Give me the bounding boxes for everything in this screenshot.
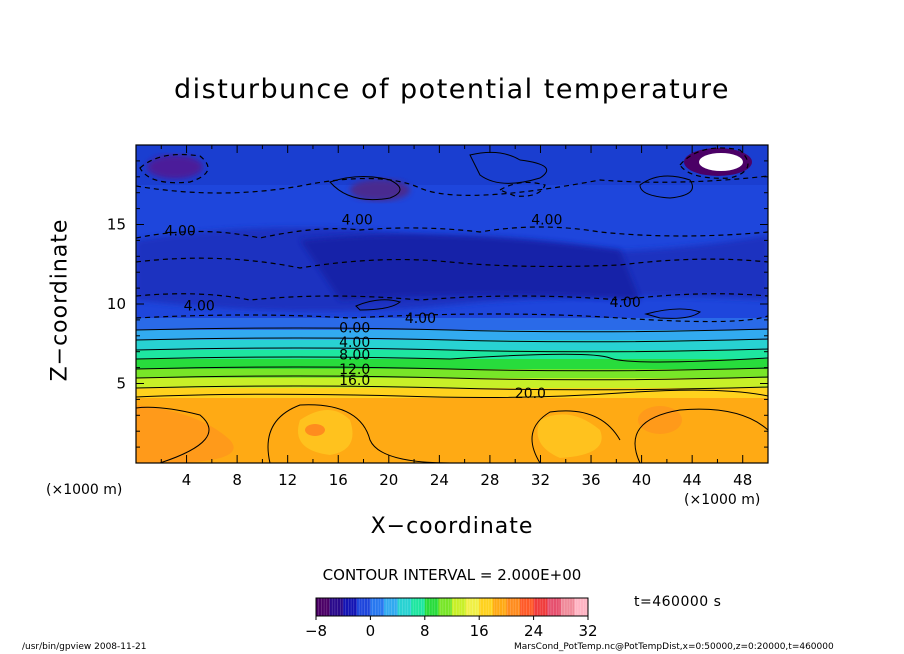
x-tick-label: 16 <box>329 471 348 489</box>
colorbar-segment <box>356 598 371 616</box>
footer-program-date: /usr/bin/gpview 2008-11-21 <box>22 642 147 652</box>
colorbar-segment <box>547 598 562 616</box>
contour-label: 8.00 <box>339 348 370 364</box>
colorbar-segment <box>560 598 575 616</box>
contour-label: 4.00 <box>531 213 562 229</box>
colorbar-segment <box>506 598 521 616</box>
x-tick-label: 40 <box>632 471 651 489</box>
colorbar-segment <box>438 598 453 616</box>
colorbar-segment <box>384 598 399 616</box>
x-tick-label: 48 <box>733 471 752 489</box>
colorbar-segment <box>370 598 385 616</box>
colorbar-tick-label: 16 <box>470 622 489 640</box>
y-tick-label: 10 <box>107 295 126 313</box>
x-tick-label: 32 <box>531 471 550 489</box>
contour-label: 4.00 <box>184 298 215 314</box>
x-tick-label: 12 <box>278 471 297 489</box>
footer-file-info: MarsCond_PotTemp.nc@PotTempDist,x=0:5000… <box>514 642 834 652</box>
x-tick-label: 36 <box>581 471 600 489</box>
colorbar-segment <box>520 598 535 616</box>
contour-interval-label: CONTOUR INTERVAL = 2.000E+00 <box>322 566 582 584</box>
colorbar-tick-label: 0 <box>366 622 376 640</box>
y-tick-label: 5 <box>116 375 126 393</box>
x-tick-label: 4 <box>182 471 192 489</box>
x-axis-label: X−coordinate <box>370 514 534 539</box>
colorbar-segment <box>465 598 480 616</box>
colorbar-tick-label: 32 <box>578 622 597 640</box>
contour-lines <box>136 151 768 463</box>
dashed-contours <box>136 147 768 323</box>
contour-label: 4.00 <box>165 224 196 240</box>
x-unit-label-right: (×1000 m) <box>684 492 761 508</box>
x-tick-label: 8 <box>232 471 242 489</box>
colorbar-segment <box>479 598 494 616</box>
y-tick-label: 15 <box>107 216 126 234</box>
colorbar-segment <box>329 598 344 616</box>
contour-label: 4.00 <box>339 335 370 351</box>
colorbar-segment <box>492 598 507 616</box>
contour-label: 4.00 <box>405 311 436 327</box>
contour-label: 4.00 <box>610 295 641 311</box>
field-shading <box>136 145 768 463</box>
y-axis: 5 10 15 <box>107 160 768 448</box>
colorbar-tick-label: −8 <box>305 622 327 640</box>
x-unit-label-left: (×1000 m) <box>46 482 123 498</box>
x-axis: 4 8 12 16 20 24 28 32 36 40 44 48 <box>160 145 752 489</box>
colorbar: −8 0 8 16 24 32 <box>305 597 598 640</box>
x-tick-label: 44 <box>683 471 702 489</box>
contour-label: 4.00 <box>342 213 373 229</box>
chart-title: disturbunce of potential temperature <box>174 74 730 105</box>
time-label: t=460000 s <box>634 594 722 610</box>
colorbar-segment <box>533 598 548 616</box>
x-tick-label: 28 <box>480 471 499 489</box>
x-tick-label: 20 <box>379 471 398 489</box>
colorbar-tick-label: 8 <box>420 622 430 640</box>
contour-label: 0.00 <box>339 321 370 337</box>
colorbar-segment <box>452 598 467 616</box>
colorbar-segment <box>343 598 358 616</box>
x-tick-label: 24 <box>430 471 449 489</box>
colorbar-segment <box>411 598 426 616</box>
colorbar-segment <box>424 598 439 616</box>
contour-label: 16.0 <box>339 373 370 389</box>
contour-label: 20.0 <box>515 386 546 402</box>
colorbar-segment <box>574 598 589 616</box>
colorbar-segment <box>397 598 412 616</box>
colorbar-frame <box>315 597 589 617</box>
contour-labels: 4.004.00 4.004.004.004.000.004.008.0012.0… <box>165 213 641 402</box>
colorbar-segment <box>316 598 331 616</box>
colorbar-tick-label: 24 <box>524 622 543 640</box>
contour-label: 12.0 <box>339 362 370 378</box>
